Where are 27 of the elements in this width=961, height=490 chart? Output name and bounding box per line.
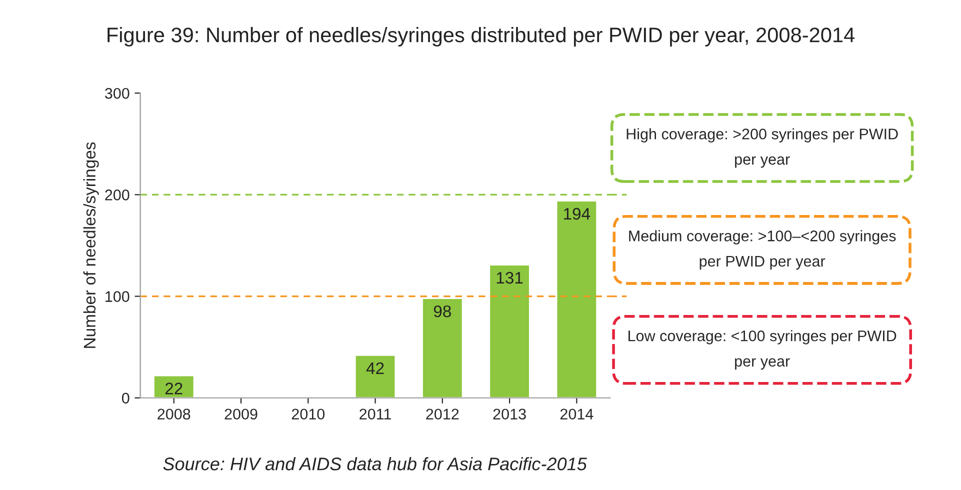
y-tick-label: 0	[122, 392, 130, 404]
bar	[488, 264, 530, 398]
bar	[422, 298, 464, 398]
y-tick-label: 100	[106, 291, 130, 302]
data-label: 98	[434, 305, 451, 318]
text: Low coverage: <100 syringes per PWID per year	[628, 330, 896, 370]
data-label: 131	[496, 272, 523, 284]
y-tick-label: 200	[105, 190, 130, 200]
x-tick-label: 2008	[158, 408, 190, 420]
bar	[354, 354, 396, 398]
x-tick-label: 2011	[360, 408, 391, 420]
x-tick-label: 2013	[493, 408, 526, 420]
ref-line-label: Medium coverage: >100–<200 syringes per PWID per year	[629, 230, 896, 270]
ref-line-label: High coverage: >200 syringes per PWID per year	[626, 128, 898, 168]
x-tick-label: 2010	[292, 408, 325, 420]
bar	[556, 200, 598, 398]
bar	[153, 374, 195, 398]
data-label: 22	[165, 382, 182, 394]
source-note: Source: HIV and AIDS data hub for Asia Pacific-2015	[163, 457, 587, 470]
x-tick-label: 2012	[426, 408, 459, 420]
data-label: 42	[366, 362, 384, 374]
data-label: 194	[564, 208, 590, 220]
chart-title: Figure 39: Number of needles/syringes distributed per PWID per year, 2008-2014	[108, 27, 855, 46]
x-tick-label: 2009	[224, 408, 258, 420]
x-tick-label: 2014	[560, 408, 594, 420]
y-tick-label: 300	[104, 88, 130, 99]
y-axis-title: Number of needles/syringes	[83, 142, 99, 348]
